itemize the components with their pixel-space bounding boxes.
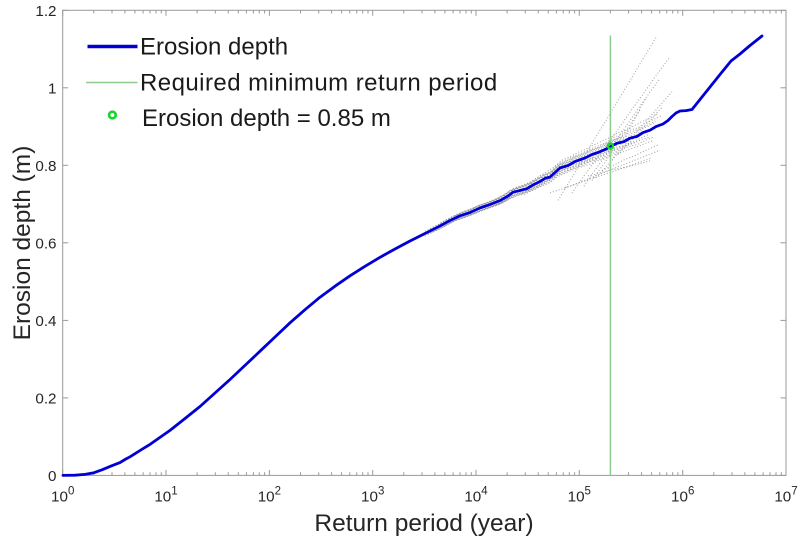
svg-text:1.2: 1.2 [35,3,56,20]
svg-text:0.6: 0.6 [35,236,56,253]
svg-text:0.8: 0.8 [35,158,56,175]
svg-text:Erosion depth = 0.85 m: Erosion depth = 0.85 m [142,105,391,132]
svg-text:Return period (year): Return period (year) [314,510,533,537]
svg-text:0: 0 [48,468,56,485]
svg-text:Erosion depth: Erosion depth [140,34,288,61]
svg-text:0.2: 0.2 [35,391,56,408]
svg-text:1: 1 [48,81,56,98]
svg-text:Required minimum return period: Required minimum return period [140,70,498,97]
svg-text:0.4: 0.4 [35,313,56,330]
svg-text:Erosion depth (m): Erosion depth (m) [9,146,36,341]
